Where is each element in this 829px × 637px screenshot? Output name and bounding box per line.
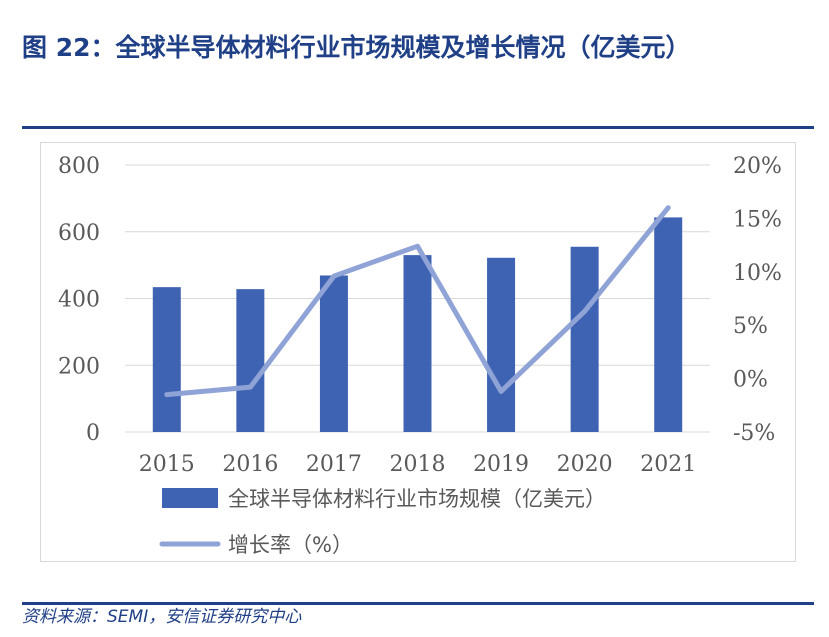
bar-series	[152, 217, 683, 432]
left-tick-label: 0	[86, 421, 100, 446]
x-tick-label: 2018	[390, 452, 446, 477]
bar	[487, 257, 516, 432]
left-tick-label: 400	[58, 288, 100, 313]
right-tick-label: -5%	[733, 421, 775, 446]
x-axis: 2015 2016 2017 2018 2019 2020 2021	[139, 452, 696, 477]
figure-title: 图 22：全球半导体材料行业市场规模及增长情况（亿美元）	[22, 33, 691, 62]
title-divider	[22, 126, 814, 129]
right-tick-label: 10%	[733, 261, 782, 286]
source-divider	[22, 602, 814, 605]
right-tick-label: 0%	[733, 368, 768, 393]
x-tick-label: 2016	[222, 452, 278, 477]
chart-frame	[40, 142, 796, 562]
source-note: 资料来源：SEMI，安信证券研究中心	[22, 607, 302, 627]
left-tick-label: 600	[58, 221, 100, 246]
left-tick-label: 800	[58, 154, 100, 179]
legend-line-label: 增长率（%）	[228, 533, 353, 557]
right-tick-label: 20%	[733, 154, 782, 179]
bar	[319, 275, 348, 432]
legend-bar-swatch	[162, 488, 218, 508]
bar	[654, 217, 683, 432]
line-series	[164, 205, 671, 398]
right-axis: -5% 0% 5% 10% 15% 20%	[733, 154, 782, 446]
legend-bar-label: 全球半导体材料行业市场规模（亿美元）	[228, 487, 606, 511]
bar	[403, 255, 432, 432]
x-tick-label: 2021	[640, 452, 696, 477]
bar	[152, 287, 181, 432]
x-tick-label: 2020	[557, 452, 613, 477]
x-tick-label: 2019	[473, 452, 529, 477]
right-tick-label: 15%	[733, 207, 782, 232]
bar	[236, 289, 265, 432]
x-tick-label: 2015	[139, 452, 195, 477]
left-axis: 0 200 400 600 800	[58, 154, 100, 446]
legend: 全球半导体材料行业市场规模（亿美元） 增长率（%）	[159, 487, 606, 557]
right-tick-label: 5%	[733, 314, 768, 339]
bar	[570, 246, 599, 432]
left-tick-label: 200	[58, 354, 100, 379]
x-tick-label: 2017	[306, 452, 362, 477]
